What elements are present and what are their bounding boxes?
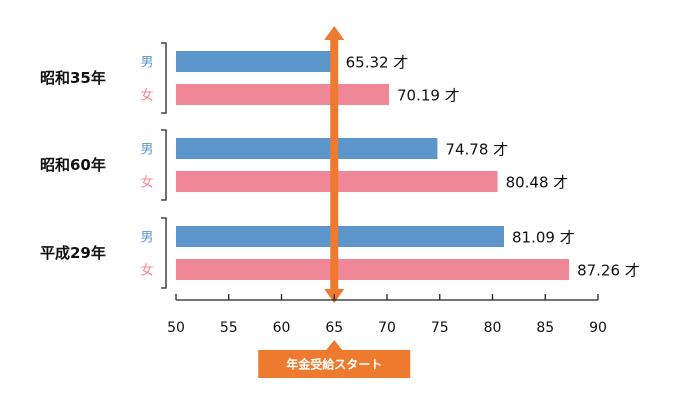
- bar: [176, 226, 504, 247]
- group-label: 平成29年: [40, 244, 106, 262]
- callout-pointer: [326, 340, 343, 350]
- bar: [176, 259, 570, 280]
- x-tick-label: 85: [536, 320, 554, 336]
- group-label: 昭和35年: [40, 69, 106, 87]
- x-tick-label: 50: [167, 320, 185, 336]
- bar: [176, 84, 390, 105]
- sex-label: 男: [140, 143, 153, 158]
- reference-arrow-up: [324, 26, 345, 40]
- group-bracket: [161, 42, 167, 114]
- value-label: 87.26 才: [577, 262, 640, 280]
- x-tick-label: 90: [589, 320, 607, 336]
- sex-label: 女: [140, 175, 153, 191]
- x-tick-label: 65: [325, 320, 343, 336]
- value-label: 81.09 才: [512, 229, 575, 247]
- bar: [176, 138, 438, 159]
- group-label: 昭和60年: [40, 156, 106, 174]
- x-tick-label: 70: [378, 320, 396, 336]
- sex-label: 男: [140, 56, 153, 71]
- value-label: 80.48 才: [506, 174, 569, 192]
- value-label: 74.78 才: [445, 141, 508, 159]
- value-label: 65.32 才: [346, 54, 409, 72]
- callout-label: 年金受給スタート: [286, 357, 382, 372]
- x-tick-label: 55: [220, 320, 238, 336]
- group-bracket: [161, 129, 167, 201]
- reference-line: [330, 38, 339, 292]
- x-tick-label: 75: [431, 320, 449, 336]
- sex-label: 女: [140, 88, 153, 104]
- sex-label: 男: [140, 231, 153, 246]
- group-bracket: [161, 217, 167, 289]
- bar: [176, 51, 338, 72]
- x-tick-label: 80: [484, 320, 502, 336]
- x-tick-label: 60: [273, 320, 291, 336]
- value-label: 70.19 才: [397, 87, 460, 105]
- sex-label: 女: [140, 263, 153, 279]
- callout-box: [258, 350, 411, 378]
